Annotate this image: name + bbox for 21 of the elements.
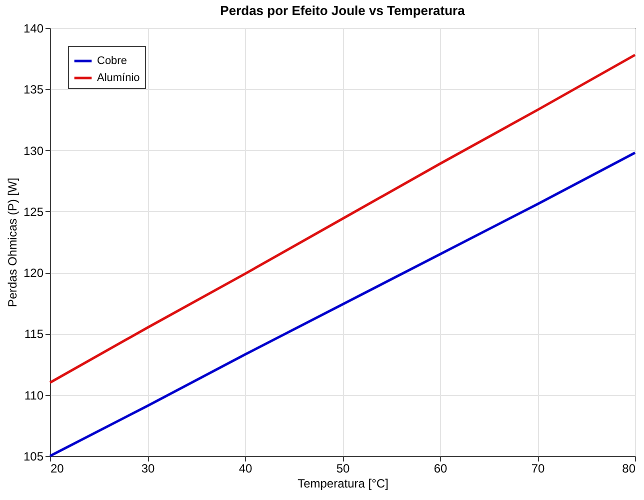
chart-title: Perdas por Efeito Joule vs Temperatura xyxy=(220,3,466,18)
line-series xyxy=(48,54,636,384)
y-tick-label: 105 xyxy=(23,450,44,464)
legend-label: Cobre xyxy=(97,55,127,67)
y-tick-label: 110 xyxy=(24,388,44,402)
x-tick-label: 80 xyxy=(622,462,636,476)
x-tick-label: 20 xyxy=(50,462,64,476)
y-tick-label: 135 xyxy=(23,82,44,97)
y-tick-label: 130 xyxy=(23,144,44,158)
legend-label: Alumínio xyxy=(97,72,140,84)
y-tick-label: 125 xyxy=(23,204,44,219)
x-axis-title: Temperatura [°C] xyxy=(298,476,388,490)
y-tick-label: 140 xyxy=(23,22,44,36)
x-tick-label: 70 xyxy=(531,462,545,476)
y-tick-label: 120 xyxy=(23,266,44,280)
x-tick-label: 50 xyxy=(336,462,350,476)
y-axis-title: Perdas Ohmicas (P) [W] xyxy=(5,178,20,308)
y-tick-label: 115 xyxy=(24,327,44,342)
x-tick-label: 30 xyxy=(141,462,155,476)
x-tick-label: 60 xyxy=(434,462,448,476)
x-tick-label: 40 xyxy=(238,462,252,476)
